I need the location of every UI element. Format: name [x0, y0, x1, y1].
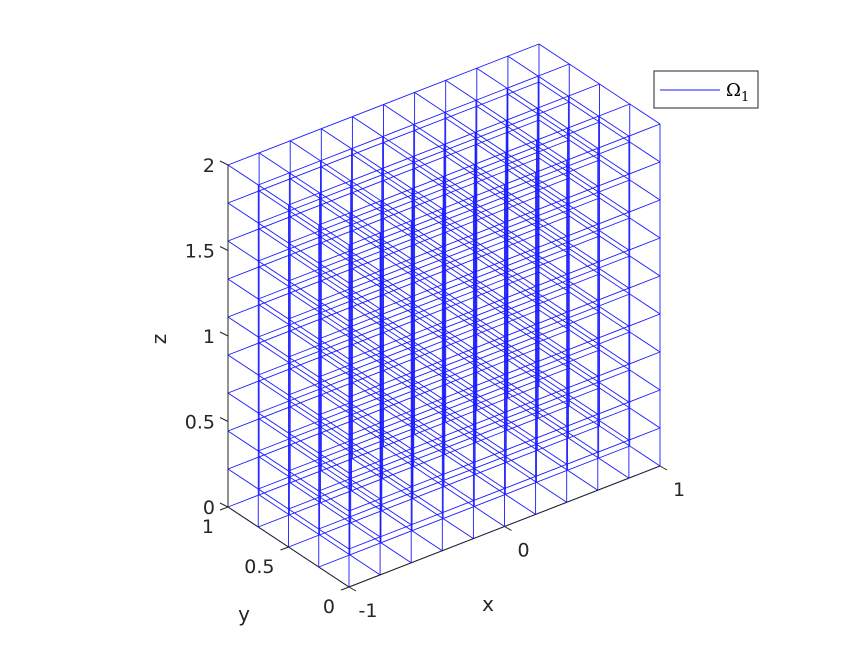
- y-tick-mark: [280, 546, 289, 551]
- z-tick-label: 1: [203, 326, 215, 348]
- z-axis-label: z: [147, 334, 171, 345]
- mesh-wireframe: [227, 43, 661, 588]
- z-tick-mark: [219, 417, 229, 422]
- y-tick-label: 1: [202, 516, 214, 538]
- legend-entry: Ω1: [726, 80, 749, 105]
- axes: [219, 160, 668, 592]
- mesh-edge-y: [414, 434, 536, 515]
- legend-entry-name: Ω: [726, 80, 741, 101]
- x-tick-mark: [659, 465, 668, 471]
- y-tick-mark: [340, 586, 350, 591]
- legend-entry-subscript: 1: [741, 90, 749, 105]
- y-tick-label: 0: [323, 596, 335, 618]
- x-tick-mark: [348, 586, 357, 592]
- z-tick-label: 0.5: [185, 412, 215, 434]
- z-tick-mark: [219, 160, 229, 166]
- x-axis-label: x: [482, 592, 494, 616]
- x-tick-mark: [504, 526, 512, 531]
- z-tick-mark: [219, 246, 229, 251]
- z-tick-mark: [219, 331, 229, 337]
- z-tick-label: 2: [203, 155, 215, 177]
- x-tick-label: -1: [359, 600, 378, 622]
- y-tick-mark: [219, 506, 229, 511]
- z-tick-label: 0: [203, 497, 215, 519]
- legend: Ω1: [653, 70, 759, 109]
- x-tick-label: 0: [517, 540, 529, 562]
- y-tick-label: 0.5: [244, 556, 274, 578]
- z-tick-mark: [219, 502, 229, 508]
- y-axis-label: y: [238, 602, 250, 626]
- z-tick-label: 1.5: [185, 241, 215, 263]
- x-tick-label: 1: [673, 479, 685, 501]
